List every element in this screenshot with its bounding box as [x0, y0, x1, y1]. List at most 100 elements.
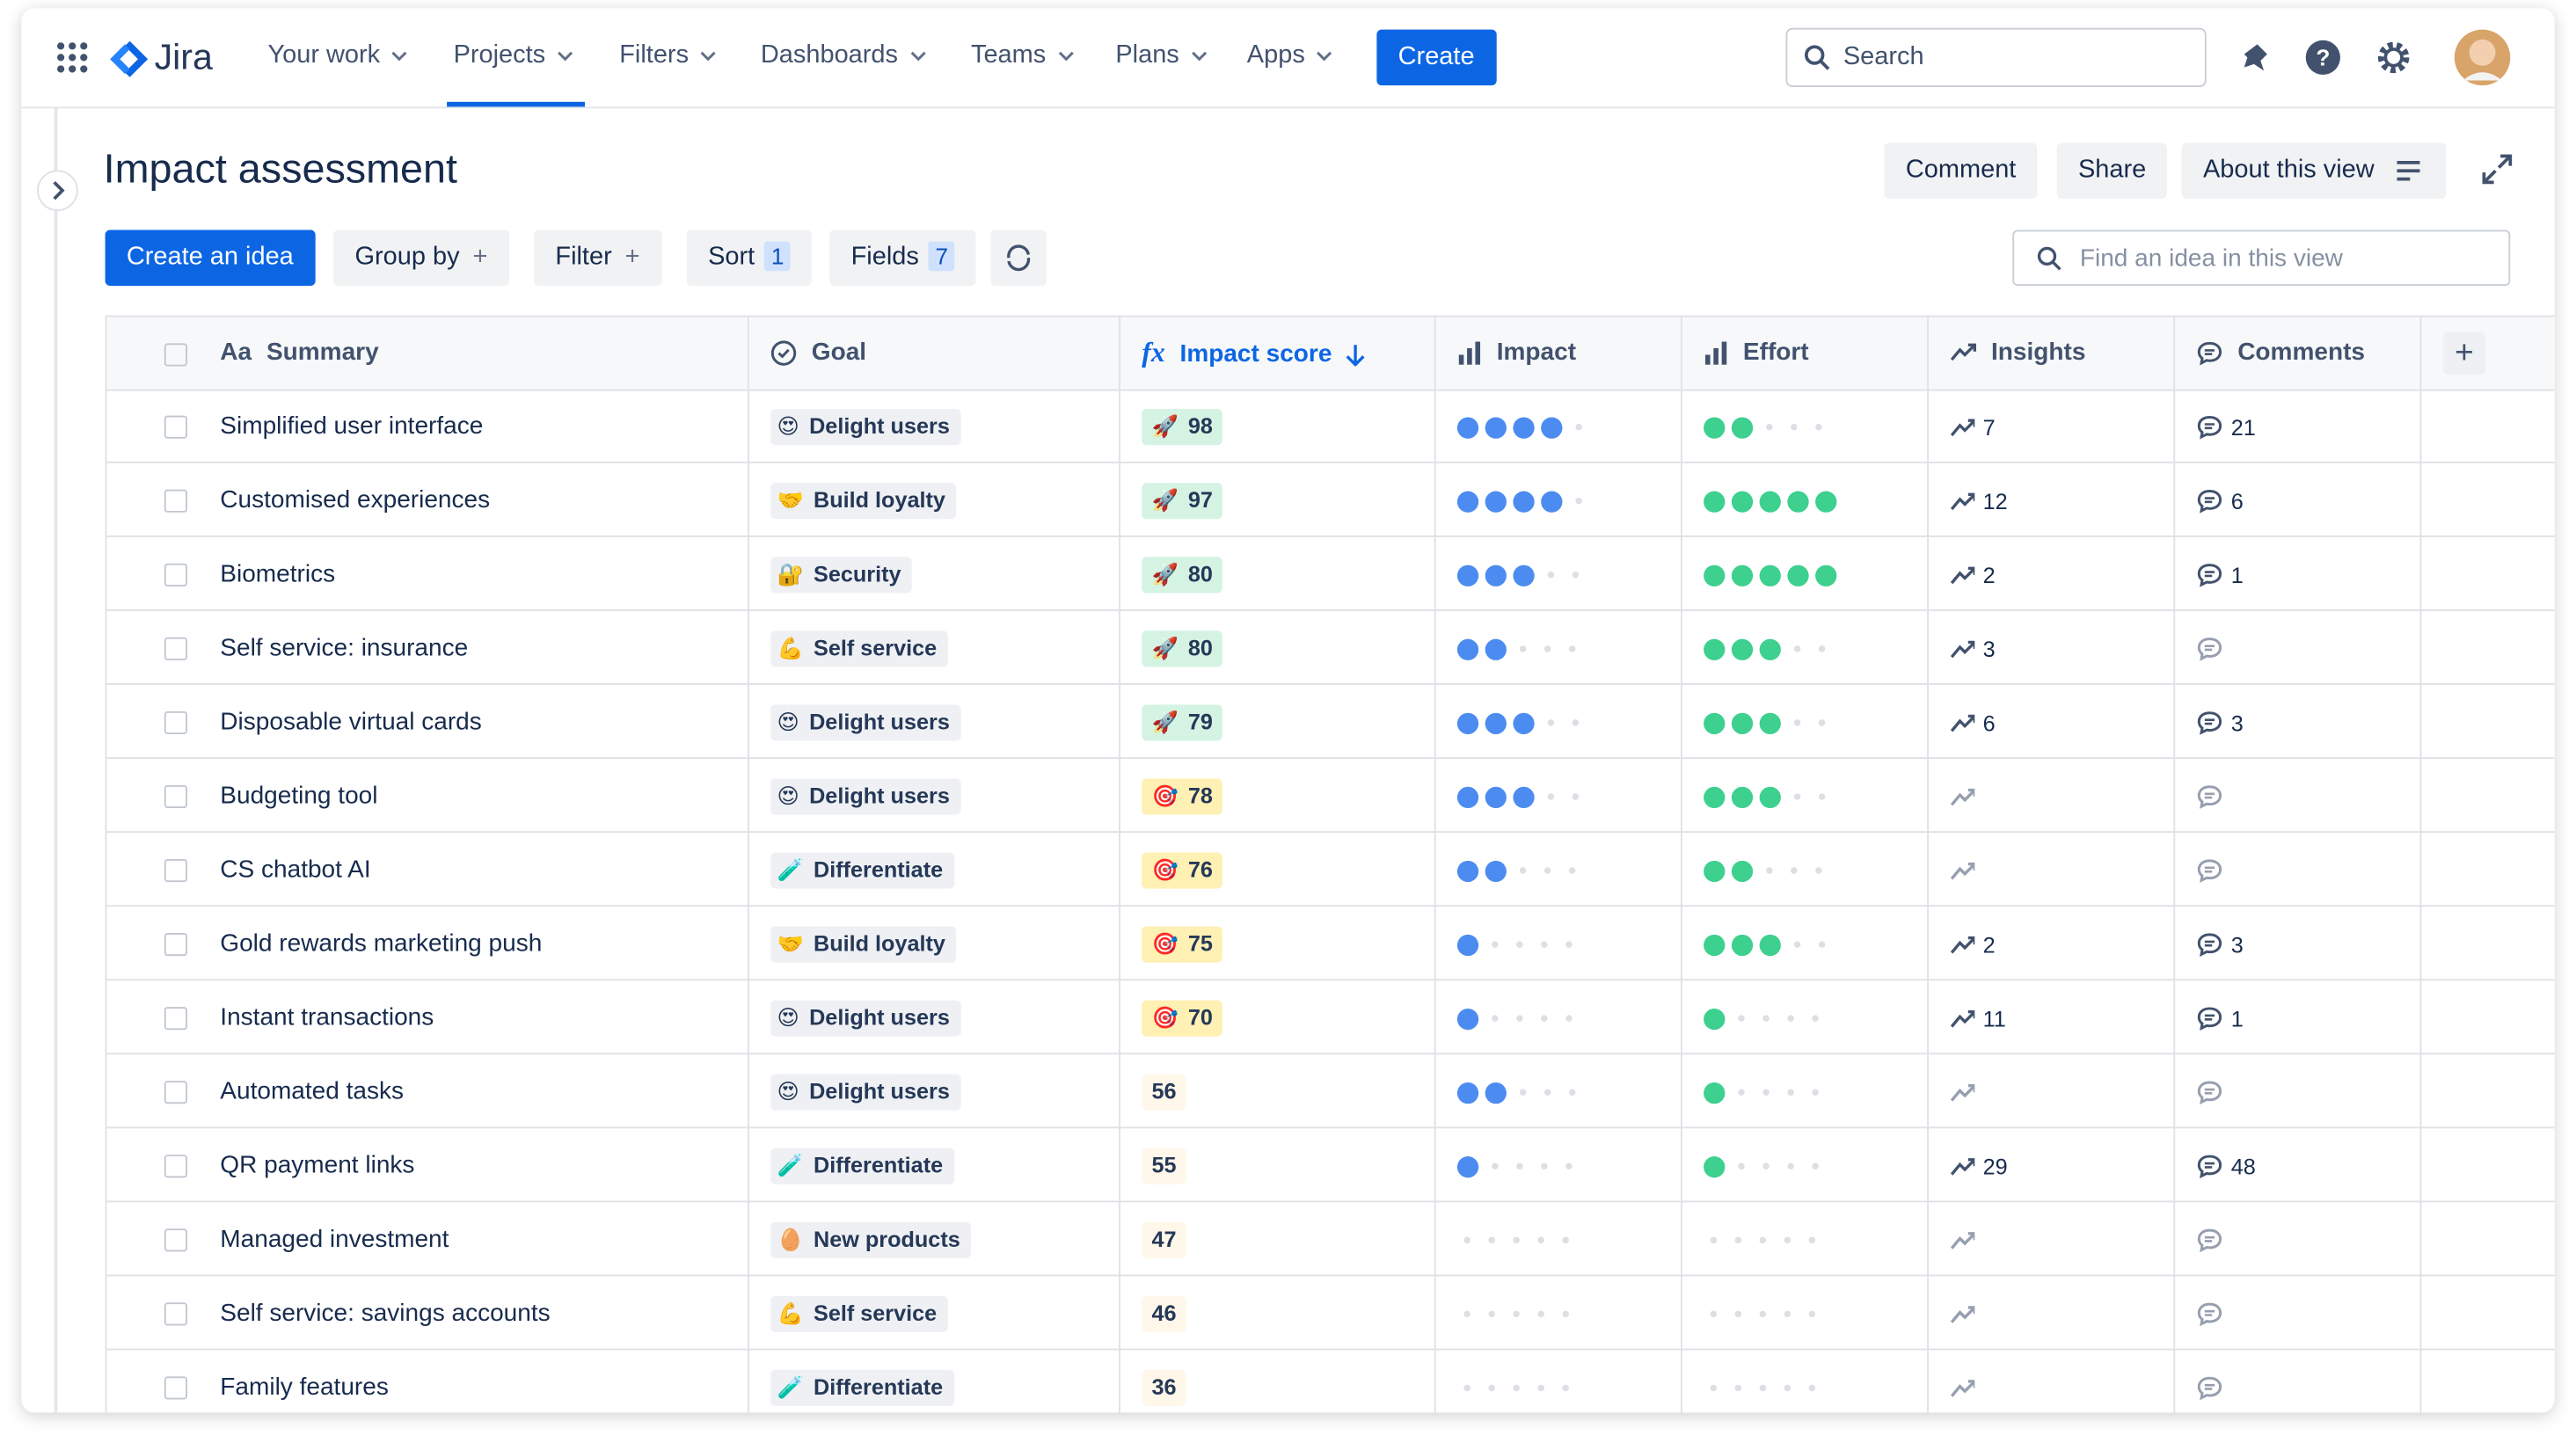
- header-cell[interactable]: Goal: [749, 317, 1120, 390]
- group-by-button[interactable]: Group by +: [333, 230, 509, 287]
- insights-count: 29: [1982, 1154, 2008, 1179]
- table-row[interactable]: Budgeting tool 😍 Delight users 🎯 78: [106, 759, 2555, 834]
- insights-cell: 11: [1929, 980, 2176, 1055]
- header-cell[interactable]: Aa Summary: [199, 317, 749, 390]
- table-row[interactable]: Biometrics 🔐 Security 🚀 80 2 1: [106, 536, 2555, 611]
- empty-dot: [1562, 1236, 1569, 1244]
- filled-dot: [1485, 711, 1507, 734]
- row-checkbox[interactable]: [164, 933, 187, 957]
- add-button[interactable]: +: [2442, 332, 2486, 375]
- table-row[interactable]: Customised experiences 🤝 Build loyalty 🚀 97 1…: [106, 463, 2555, 537]
- goal-name: Differentiate: [814, 1153, 944, 1178]
- share-button[interactable]: Share: [2056, 142, 2168, 200]
- filled-dot: [1731, 785, 1754, 808]
- row-checkbox[interactable]: [164, 489, 187, 513]
- filled-dot: [1456, 564, 1479, 586]
- about-button[interactable]: About this view: [2181, 142, 2447, 200]
- idea-search[interactable]: Find an idea in this view: [2012, 230, 2511, 287]
- empty-dot: [1513, 1236, 1520, 1244]
- avatar[interactable]: [2453, 28, 2512, 87]
- nav-label: Dashboards: [760, 40, 898, 69]
- row-checkbox[interactable]: [164, 1081, 187, 1104]
- score-value: 47: [1151, 1227, 1177, 1252]
- row-checkbox[interactable]: [164, 1228, 187, 1252]
- row-checkbox[interactable]: [164, 1302, 187, 1326]
- table-row[interactable]: Self service: savings accounts 💪 Self serv…: [106, 1276, 2555, 1351]
- nav-item[interactable]: Projects: [447, 41, 586, 107]
- table-row[interactable]: Instant transactions 😍 Delight users 🎯 70 11 1: [106, 980, 2555, 1055]
- summary-cell: QR payment links: [199, 1128, 749, 1203]
- score-value: 76: [1187, 857, 1213, 883]
- select-cell: [106, 1276, 199, 1350]
- goal-cell: 🧪 Differentiate: [749, 1128, 1120, 1203]
- create-button[interactable]: Create: [1376, 29, 1496, 86]
- filled-dot: [1456, 1082, 1479, 1104]
- table-row[interactable]: Automated tasks 😍 Delight users 56: [106, 1054, 2555, 1129]
- app-switcher[interactable]: [56, 41, 89, 74]
- row-checkbox[interactable]: [164, 1155, 187, 1178]
- filled-dot: [1759, 785, 1781, 808]
- active-indicator: [447, 101, 586, 107]
- header-cell[interactable]: Effort: [1682, 317, 1930, 390]
- nav-item[interactable]: Dashboards: [761, 41, 928, 71]
- sort-button[interactable]: Sort 1: [686, 230, 813, 287]
- filled-dot: [1731, 564, 1754, 586]
- comment-button[interactable]: Comment: [1884, 142, 2038, 200]
- table-row[interactable]: Simplified user interface 😍 Delight users 🚀…: [106, 389, 2555, 463]
- settings[interactable]: [2375, 40, 2412, 76]
- fullscreen[interactable]: [2481, 153, 2514, 186]
- table-row[interactable]: QR payment links 🧪 Differentiate 55 29 48: [106, 1128, 2555, 1203]
- rating-dots: [1704, 486, 1843, 514]
- header-cell[interactable]: Insights: [1929, 317, 2176, 390]
- table-row[interactable]: Family features 🧪 Differentiate 36: [106, 1350, 2554, 1413]
- insights-icon: [1950, 565, 1976, 584]
- empty-dot: [1565, 1162, 1573, 1170]
- score-cell: 🚀 79: [1120, 684, 1436, 760]
- product-name[interactable]: Jira: [154, 36, 213, 77]
- empty-cell: [2421, 1202, 2554, 1276]
- filled-dot: [1456, 711, 1479, 734]
- nav-item[interactable]: Teams: [971, 41, 1076, 71]
- nav-item[interactable]: Your work: [267, 41, 409, 71]
- header-cell[interactable]: Comments: [2175, 317, 2422, 390]
- table-row[interactable]: Self service: insurance 💪 Self service 🚀 80 3: [106, 610, 2555, 685]
- row-checkbox[interactable]: [164, 1376, 187, 1400]
- search-icon: [1804, 45, 1830, 70]
- row-checkbox[interactable]: [164, 710, 187, 734]
- create-idea-button[interactable]: Create an idea: [105, 230, 316, 287]
- row-checkbox[interactable]: [164, 784, 187, 809]
- nav-item[interactable]: Plans: [1115, 41, 1208, 71]
- filter-button[interactable]: Filter +: [534, 230, 661, 287]
- select-all[interactable]: [164, 343, 187, 367]
- table-row[interactable]: Disposable virtual cards 😍 Delight users 🚀 7…: [106, 684, 2555, 760]
- insights-cell: [1929, 1276, 2176, 1351]
- summary-cell: Budgeting tool: [199, 759, 749, 834]
- goal-tag: 💪 Self service: [770, 630, 949, 667]
- search-box[interactable]: Search: [1785, 27, 2207, 88]
- row-checkbox[interactable]: [164, 858, 187, 883]
- nav-item[interactable]: Apps: [1247, 41, 1335, 71]
- rating-dots: [1456, 856, 1587, 884]
- row-checkbox[interactable]: [164, 637, 187, 660]
- effort-cell: [1682, 536, 1930, 611]
- rating-dots: [1456, 1077, 1587, 1105]
- header-cell[interactable]: fx Impact score: [1120, 317, 1436, 390]
- filled-dot: [1513, 490, 1535, 512]
- table-row[interactable]: Gold rewards marketing push 🤝 Build loyalt…: [106, 907, 2555, 981]
- header-cell[interactable]: Impact: [1436, 317, 1682, 390]
- table-row[interactable]: Managed investment 🥚 New products 47: [106, 1202, 2555, 1277]
- summary-cell: Family features: [199, 1350, 749, 1413]
- nav-item[interactable]: Filters: [619, 41, 718, 71]
- help[interactable]: ?: [2305, 40, 2341, 76]
- empty-dot: [1572, 719, 1580, 726]
- add-column[interactable]: +: [2421, 317, 2554, 390]
- row-checkbox[interactable]: [164, 415, 187, 439]
- fields-button[interactable]: Fields 7: [829, 230, 976, 287]
- notifications[interactable]: [2237, 41, 2270, 74]
- expand-sidebar[interactable]: [36, 169, 79, 212]
- table-row[interactable]: CS chatbot AI 🧪 Differentiate 🎯 76: [106, 833, 2555, 907]
- row-checkbox[interactable]: [164, 563, 187, 587]
- auto-button[interactable]: [990, 230, 1047, 287]
- row-checkbox[interactable]: [164, 1007, 187, 1031]
